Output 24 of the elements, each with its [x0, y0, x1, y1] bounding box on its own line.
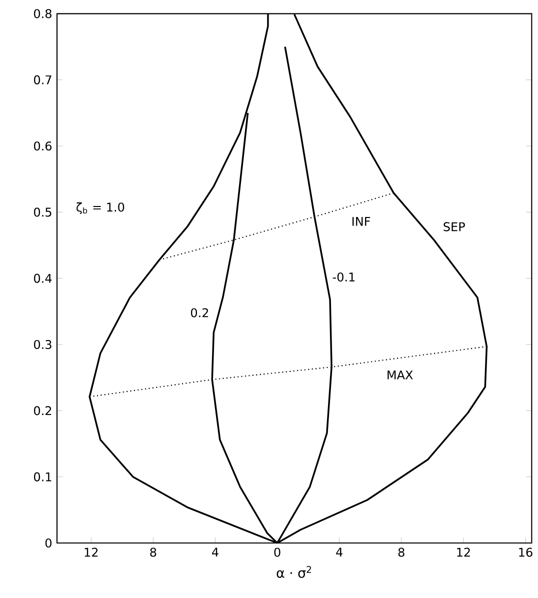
annotation: SEP: [444, 222, 466, 232]
x-tick-label: 12: [85, 548, 98, 557]
y-tick-label: 0.3: [34, 340, 52, 350]
x-tick-label: 4: [336, 548, 343, 556]
annotation: -0.1: [333, 272, 355, 282]
annotation: INF: [352, 217, 370, 226]
y-tick-label: 0.6: [34, 141, 52, 151]
y-tick-label: 0.8: [34, 9, 52, 18]
x-tick-label: 4: [212, 548, 219, 556]
y-tick-label: 0.7: [34, 75, 52, 84]
y-tick-label: 0.4: [34, 274, 52, 283]
x-tick-label: 12: [457, 548, 470, 557]
annotation: 0.2: [191, 308, 208, 318]
x-tick-label: 8: [150, 548, 156, 557]
y-tick-label: 0.2: [34, 406, 52, 416]
annotation: ζ$_{b}$ = 1.0: [76, 202, 124, 214]
y-tick-label: 0.1: [34, 472, 52, 482]
x-tick-label: 0: [274, 548, 281, 557]
y-tick-label: 0.5: [34, 208, 52, 217]
x-axis-title: α · σ$^{2}$: [277, 566, 312, 578]
x-tick-label: 8: [398, 548, 405, 557]
x-tick-label: 16: [519, 548, 533, 557]
annotation: MAX: [388, 370, 414, 380]
y-tick-label: 0: [46, 538, 52, 548]
